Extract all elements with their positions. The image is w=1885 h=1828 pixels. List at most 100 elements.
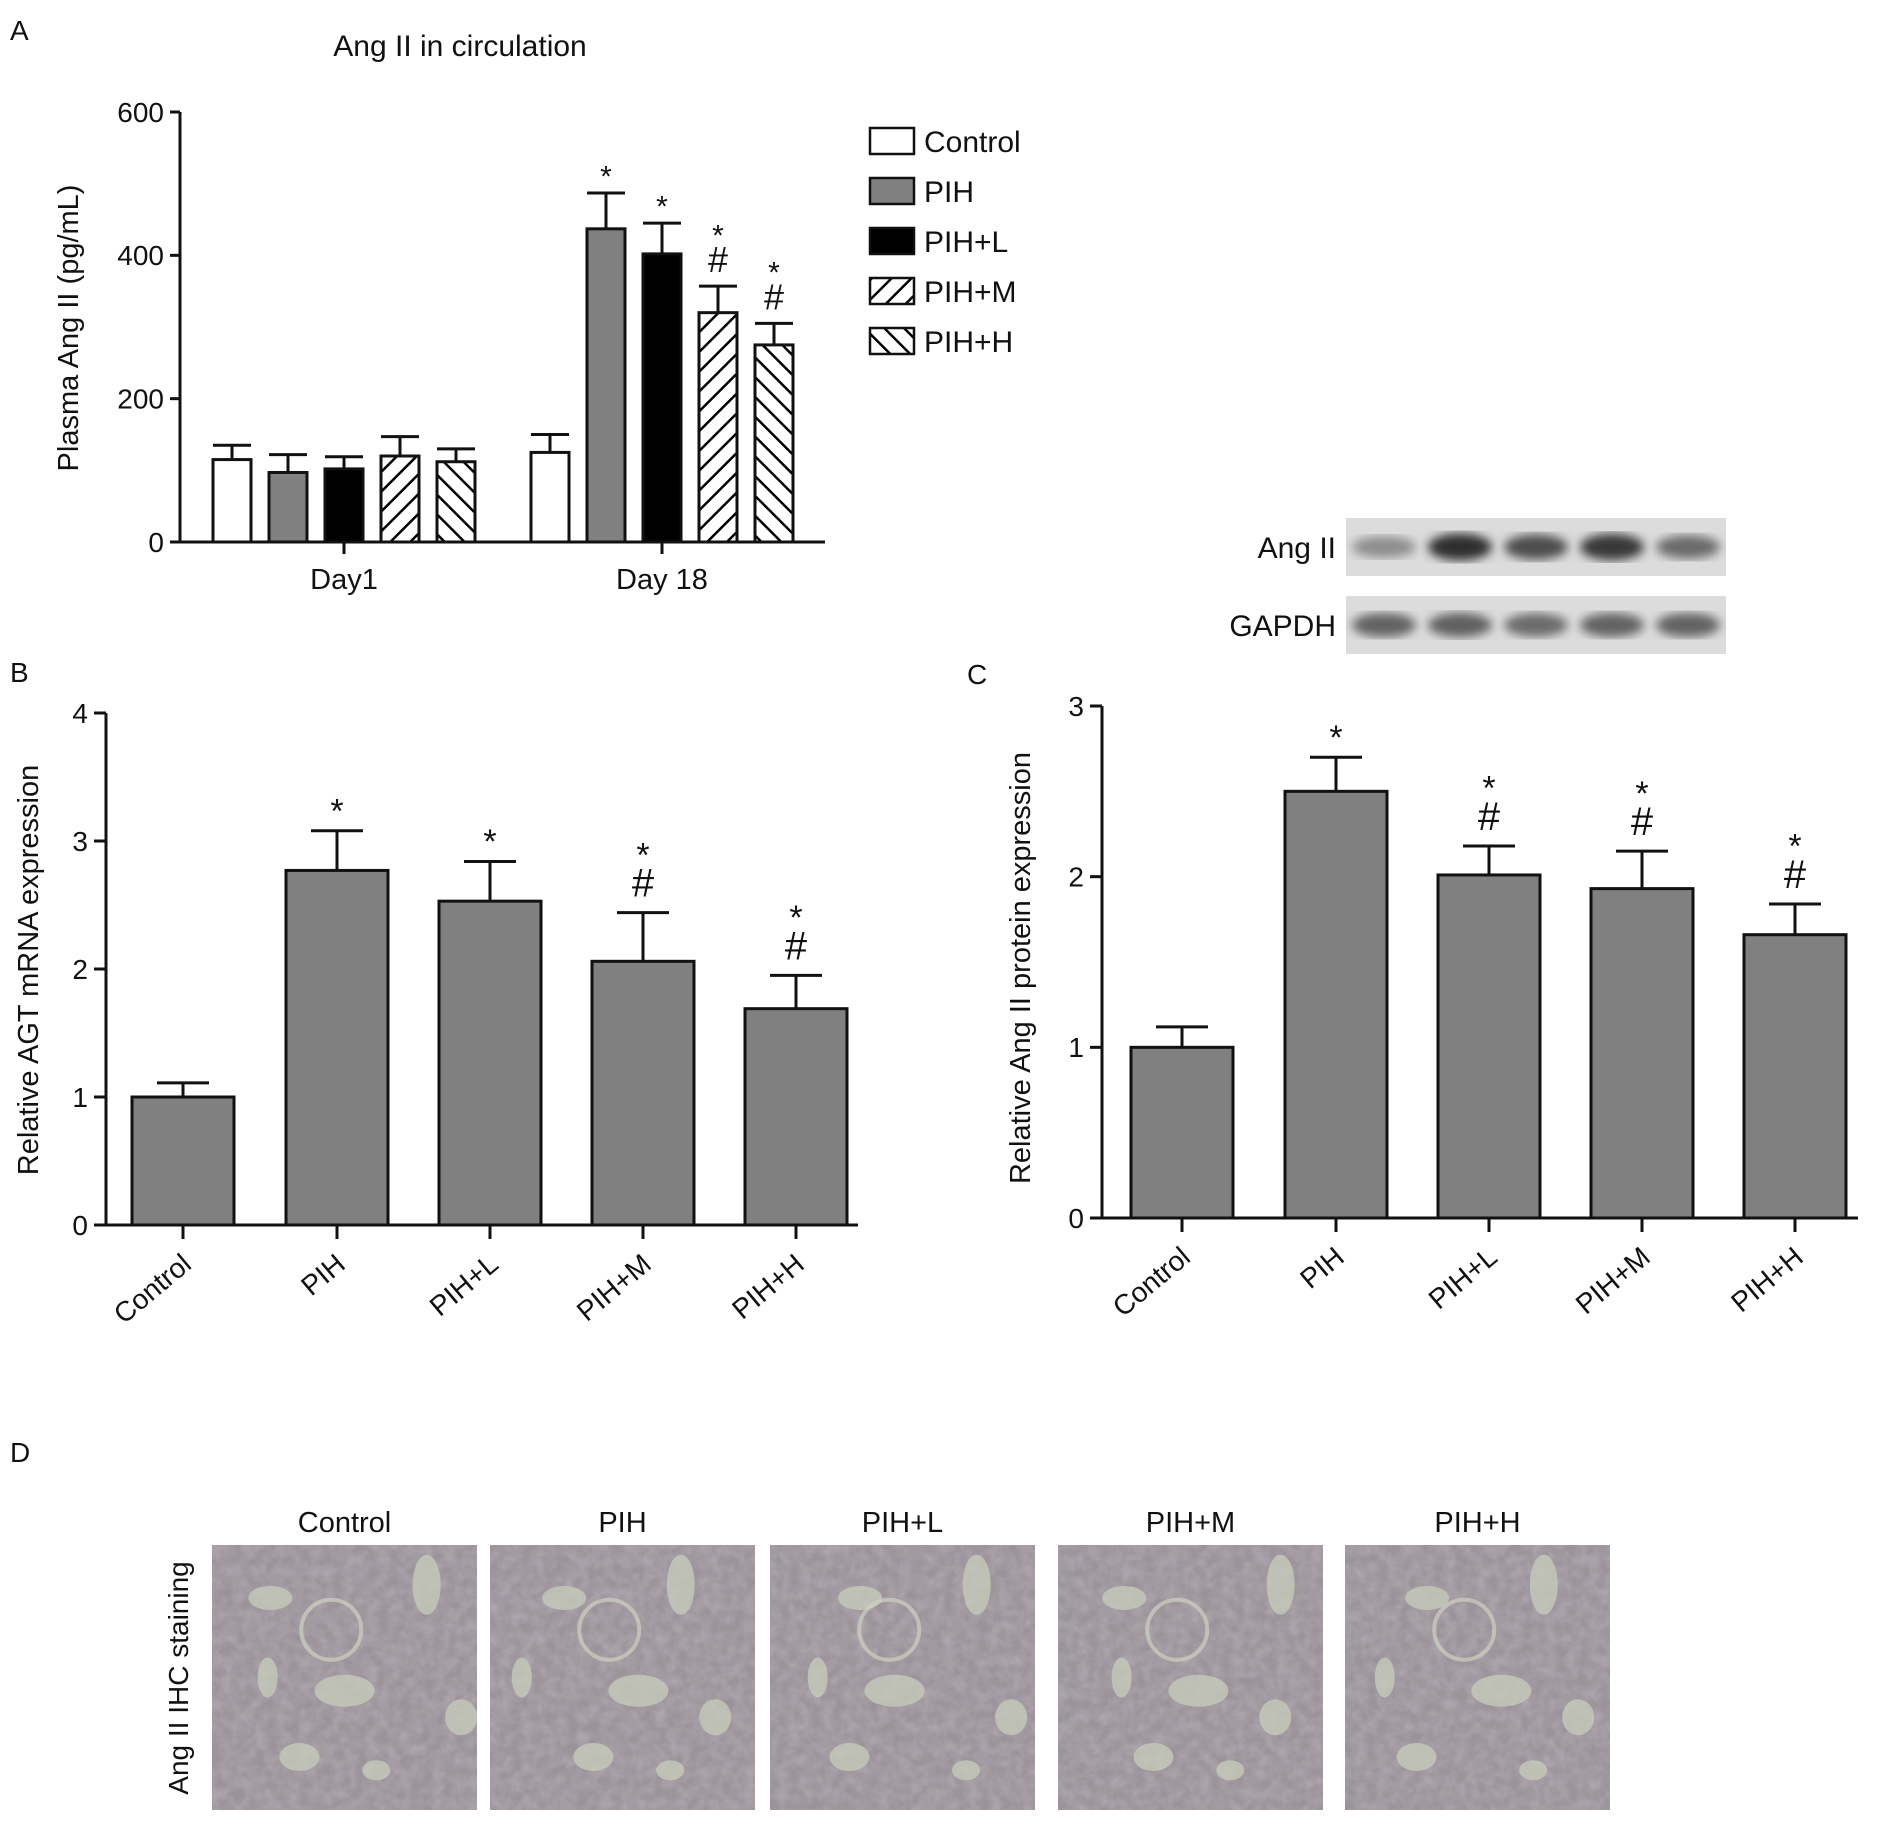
legend-swatch-pih-l (868, 226, 916, 256)
panel-c-bar-pih-m (1589, 887, 1695, 1220)
panel-b-bar-control (130, 1095, 236, 1227)
panel-c-y-axis-label: Relative Ang II protein expression (1005, 752, 1037, 1184)
blot-band (1580, 613, 1644, 637)
panel-a-y-axis-label: Plasma Ang II (pg/mL) (53, 185, 85, 472)
panel-c-star-mark: * (1482, 770, 1495, 808)
blot-band (1352, 536, 1416, 558)
panel-a-hash-mark: # (708, 239, 728, 280)
panel-b-x-tick-label: PIH (295, 1248, 351, 1302)
blot-band (1504, 613, 1568, 637)
panel-a-bar-pih (267, 470, 309, 544)
panel-b-hash-mark: # (632, 862, 655, 906)
panel-b-star-mark: * (330, 792, 343, 830)
panel-a-bar-pih-m (697, 311, 739, 544)
panel-a-bar-pih-h (435, 460, 477, 544)
panel-a-x-tick-label: Day 18 (616, 564, 708, 596)
panel-a-y-tick-label: 0 (148, 527, 164, 558)
ihc-group-label: PIH+H (1434, 1507, 1520, 1539)
panel-a-star-mark: * (600, 160, 612, 193)
panel-b-star-mark: * (789, 899, 802, 937)
panel-label-a: A (10, 15, 29, 46)
ihc-group-label: Control (298, 1507, 392, 1539)
blot-band (1656, 613, 1720, 637)
panel-c-x-tick-label: PIH+H (1725, 1241, 1809, 1318)
panel-b-star-mark: * (483, 823, 496, 861)
legend-label: Control (924, 126, 1021, 159)
ihc-image-pih-h (1345, 1545, 1610, 1810)
panel-a-x-tick-label: Day1 (310, 564, 378, 596)
panel-b-x-tick-label: Control (108, 1248, 197, 1330)
panel-c-bar-pih (1283, 789, 1389, 1220)
ihc-group-label: PIH (598, 1507, 646, 1539)
panel-label-b: B (10, 657, 29, 688)
panel-a-bar-pih-l (641, 252, 683, 544)
legend-swatch-pih-m (868, 276, 916, 306)
panel-a-bar-pih-m (379, 454, 421, 544)
panel-a-bar-pih-l (323, 467, 365, 544)
panel-b-hash-mark: # (785, 924, 808, 968)
legend-label: PIH+M (924, 276, 1017, 309)
panel-c-bar-pih-h (1742, 933, 1848, 1220)
legend-label: PIH+H (924, 326, 1013, 359)
legend-swatch-control (868, 126, 916, 156)
panel-b-x-tick-label: PIH+H (726, 1248, 810, 1325)
panel-label-c: C (967, 659, 987, 690)
blot-label: Ang II (1258, 532, 1336, 565)
panel-c-star-mark: * (1329, 719, 1342, 757)
panel-b-star-mark: * (636, 836, 649, 874)
ihc-tiles: Control PIH PIH+L PIH+M PIH+H (212, 1507, 1610, 1810)
blot-band (1428, 533, 1492, 561)
panel-c-bars: *#*#*#* (1129, 719, 1848, 1220)
panel-a-y-tick-label: 600 (117, 97, 164, 128)
panel-b-bar-pih (284, 868, 390, 1227)
panel-b-y-tick-label: 0 (72, 1210, 88, 1241)
ihc-group-label: PIH+L (862, 1507, 943, 1539)
ihc-group-label: PIH+M (1146, 1507, 1235, 1539)
blot-label: GAPDH (1229, 610, 1336, 643)
panel-c-star-mark: * (1635, 775, 1648, 813)
panel-label-d: D (10, 1437, 30, 1468)
panel-a-star-mark: * (768, 257, 780, 290)
panel-a-bar-control (211, 458, 253, 544)
panel-a-bar-pih (585, 227, 627, 544)
panel-c-y-tick-label: 2 (1068, 861, 1084, 892)
panel-c-x-tick-label: PIH+L (1423, 1241, 1503, 1315)
panel-b-bar-pih-l (437, 899, 543, 1227)
panel-c-y-tick-label: 0 (1068, 1203, 1084, 1234)
panel-a-star-mark: * (656, 191, 668, 224)
legend-swatch-pih-h (868, 326, 916, 356)
panel-b-y-axis-label: Relative AGT mRNA expression (13, 765, 45, 1175)
blot-band (1504, 534, 1568, 560)
panel-a-star-mark: * (712, 219, 724, 252)
panel-a-bars: **#*#* (211, 160, 795, 544)
ihc-row-label: Ang II IHC staining (163, 1561, 194, 1794)
ihc-image-control (212, 1545, 478, 1810)
panel-c-x-tick-label: Control (1107, 1241, 1196, 1323)
western-blot: Ang II GAPDH (1229, 518, 1726, 654)
ihc-image-pih-m (1058, 1545, 1323, 1810)
panel-c-x-tick-label: PIH+M (1570, 1241, 1656, 1320)
panel-c-bar-control (1129, 1045, 1235, 1220)
panel-a-bar-pih-h (753, 343, 795, 544)
panel-b-y-tick-label: 2 (72, 954, 88, 985)
legend-swatch-pih (868, 176, 916, 206)
legend-label: PIH+L (924, 226, 1008, 259)
panel-b-y-tick-label: 3 (72, 826, 88, 857)
panel-a-chart: Ang II in circulation Plasma Ang II (pg/… (53, 30, 1021, 596)
legend-label: PIH (924, 176, 974, 209)
panel-c-y-tick-label: 3 (1068, 691, 1084, 722)
panel-c-star-mark: * (1788, 828, 1801, 866)
blot-band (1656, 535, 1720, 559)
panel-a-y-tick-label: 400 (117, 240, 164, 271)
panel-d-ihc: Ang II IHC staining Control PIH PIH+L PIH+M… (163, 1507, 1610, 1810)
panel-a-hash-mark: # (764, 276, 784, 317)
panel-c-x-tick-label: PIH (1294, 1241, 1350, 1295)
panel-b-x-tick-label: PIH+M (571, 1248, 657, 1327)
blot-band (1428, 612, 1492, 638)
panel-b-y-tick-label: 4 (72, 698, 88, 729)
panel-c-hash-mark: # (1784, 853, 1807, 897)
panel-a-y-tick-label: 200 (117, 383, 164, 414)
panel-c-bar-pih-l (1436, 873, 1542, 1220)
panel-a-title: Ang II in circulation (333, 30, 586, 63)
